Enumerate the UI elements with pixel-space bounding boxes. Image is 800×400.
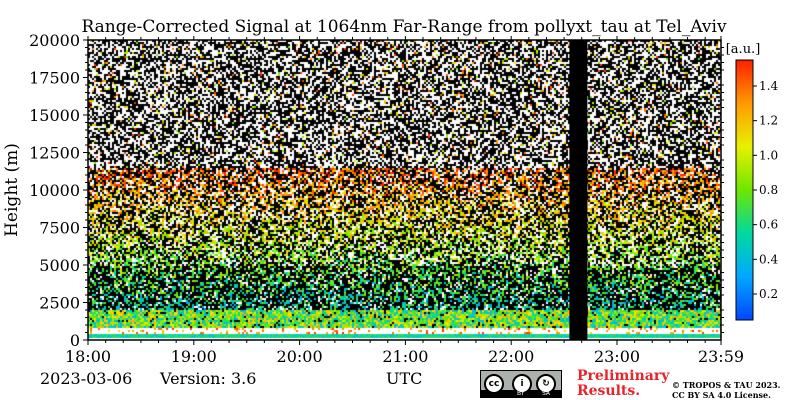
y-tick-label: 20000 <box>29 31 80 50</box>
y-axis: 0 2500 5000 7500 10000 12500 15000 17500 20000 <box>29 31 724 350</box>
x-tick-label: 23:00 <box>594 347 640 366</box>
cc-sa-text: SA <box>542 390 551 397</box>
colorbar: 0.2 0.4 0.6 0.8 1.0 1.2 1.4 <box>735 59 778 321</box>
y-tick-label: 12500 <box>29 144 80 163</box>
x-tick-label: 22:00 <box>488 347 534 366</box>
x-axis-label: UTC <box>386 369 423 388</box>
copyright-line-1: © TROPOS & TAU 2023. <box>672 380 781 390</box>
y-tick-label: 2500 <box>39 294 80 313</box>
chart-title: Range-Corrected Signal at 1064nm Far-Ran… <box>81 17 727 37</box>
x-tick-label: 23:59 <box>698 347 744 366</box>
y-tick-label: 17500 <box>29 69 80 88</box>
share-alike-icon: ↻ <box>536 374 556 394</box>
x-tick-label: 18:00 <box>65 347 111 366</box>
copyright-line-2: CC BY SA 4.0 License. <box>672 390 771 400</box>
colorbar-tick-label: 0.4 <box>759 252 778 266</box>
y-tick-label: 15000 <box>29 106 80 125</box>
copyright-note: © TROPOS & TAU 2023. CC BY SA 4.0 Licens… <box>672 380 780 400</box>
colorbar-gradient <box>735 59 754 321</box>
person-icon: i <box>512 374 532 394</box>
date-label: 2023-03-06 <box>40 369 133 388</box>
y-tick-label: 10000 <box>29 181 80 200</box>
y-axis-label: Height (m) <box>2 143 22 237</box>
preliminary-line-2: Results. <box>577 383 641 399</box>
colorbar-tick-label: 0.2 <box>759 287 778 301</box>
colorbar-tick-label: 0.6 <box>759 218 778 232</box>
version-label: Version: 3.6 <box>160 369 257 388</box>
colorbar-tick-label: 1.0 <box>759 148 778 162</box>
y-tick-label: 5000 <box>39 256 80 275</box>
cc-icon: cc <box>484 374 504 394</box>
x-axis: 18:00 19:00 20:00 21:00 22:00 23:00 23:59 <box>65 36 744 366</box>
preliminary-line-1: Preliminary <box>577 368 670 384</box>
preliminary-note: Preliminary Results. <box>577 369 669 399</box>
heatmap-image <box>88 40 721 340</box>
y-tick-label: 0 <box>70 331 80 350</box>
colorbar-tick-label: 0.8 <box>759 183 778 197</box>
cc-license-badge: cc i ↻ BY SA <box>480 370 562 398</box>
x-tick-label: 21:00 <box>382 347 428 366</box>
cc-by-text: BY <box>517 390 525 397</box>
data-gap <box>569 40 588 340</box>
colorbar-tick-label: 1.4 <box>759 79 778 93</box>
colorbar-unit: [a.u.] <box>726 42 761 57</box>
x-tick-label: 20:00 <box>277 347 323 366</box>
y-tick-label: 7500 <box>39 219 80 238</box>
x-tick-label: 19:00 <box>171 347 217 366</box>
colorbar-tick-label: 1.2 <box>759 114 778 128</box>
